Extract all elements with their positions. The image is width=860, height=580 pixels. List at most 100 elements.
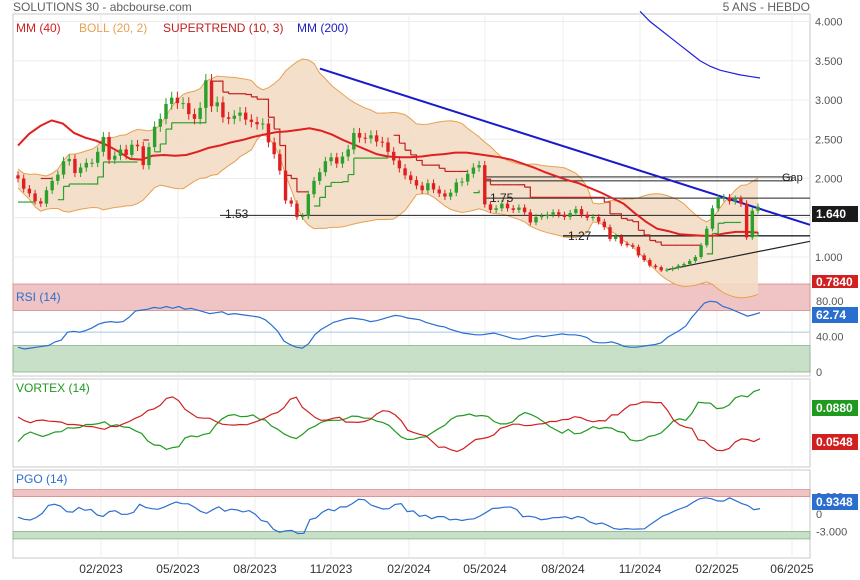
supertrend-segment bbox=[57, 186, 65, 201]
candle-down bbox=[295, 203, 299, 217]
candle-down bbox=[403, 168, 407, 176]
rsi-last-value: 62.74 bbox=[816, 308, 846, 322]
candle-up bbox=[426, 183, 430, 191]
level-label-175: 1.75 bbox=[490, 191, 514, 205]
candle-down bbox=[73, 158, 77, 174]
candle-down bbox=[363, 137, 367, 139]
candle-up bbox=[494, 208, 498, 210]
candle-up bbox=[44, 190, 49, 204]
vortex-neg-tag: 0.0548 bbox=[812, 434, 858, 450]
price-y-tick-label: 2.500 bbox=[815, 134, 843, 146]
candle-down bbox=[414, 180, 419, 186]
candle-down bbox=[374, 135, 379, 142]
candle-up bbox=[722, 197, 726, 199]
supertrend-segment bbox=[325, 182, 332, 187]
pgo-line bbox=[17, 497, 761, 535]
candle-up bbox=[306, 194, 311, 217]
vortex-negative-line bbox=[17, 396, 761, 453]
x-tick-label: 11/2024 bbox=[619, 562, 662, 576]
candle-up bbox=[300, 216, 305, 218]
candle-down bbox=[420, 185, 424, 191]
rsi-value-tag: 62.74 bbox=[812, 307, 858, 323]
candle-up bbox=[545, 214, 550, 217]
candle-up bbox=[67, 158, 71, 162]
candle-down bbox=[653, 265, 658, 268]
candle-up bbox=[130, 144, 134, 155]
candle-down bbox=[386, 142, 390, 152]
candle-up bbox=[591, 216, 595, 218]
candle-down bbox=[409, 175, 413, 181]
candle-up bbox=[90, 162, 94, 164]
candle-down bbox=[255, 121, 259, 125]
candle-up bbox=[181, 103, 185, 105]
candle-up bbox=[164, 103, 168, 119]
pgo-low-zone bbox=[12, 531, 811, 540]
candle-up bbox=[147, 147, 151, 166]
supertrend-segment bbox=[598, 196, 605, 203]
candle-up bbox=[352, 132, 356, 150]
candle-up bbox=[534, 216, 538, 223]
supertrend-segment bbox=[245, 93, 252, 97]
supertrend-segment bbox=[291, 177, 298, 192]
pgo-last-value: 0.9348 bbox=[816, 495, 853, 509]
candle-down bbox=[488, 204, 493, 210]
candle-up bbox=[733, 198, 737, 202]
supertrend-segment bbox=[718, 222, 725, 224]
candle-down bbox=[124, 149, 128, 155]
legend-boll: BOLL (20, 2) bbox=[79, 21, 147, 35]
candle-up bbox=[101, 136, 106, 152]
bollinger-fill bbox=[18, 59, 758, 298]
supertrend-segment bbox=[251, 96, 258, 100]
candle-up bbox=[56, 174, 60, 181]
candle-down bbox=[505, 203, 510, 209]
uptrend-line bbox=[668, 240, 811, 271]
candle-down bbox=[511, 208, 515, 210]
candlesticks bbox=[16, 73, 760, 272]
rsi-line bbox=[17, 300, 761, 350]
supertrend-segment bbox=[706, 233, 714, 255]
supertrend-segment bbox=[649, 239, 657, 243]
candle-up bbox=[84, 162, 89, 168]
candle-up bbox=[517, 207, 521, 210]
level-label-153: 1.53 bbox=[225, 207, 249, 221]
candle-up bbox=[158, 118, 163, 127]
candle-down bbox=[391, 151, 396, 161]
supertrend-segment bbox=[473, 190, 480, 194]
rsi-y-tick-label: 0 bbox=[816, 367, 822, 379]
supertrend-segment bbox=[604, 201, 611, 214]
supertrend-segment bbox=[416, 159, 423, 166]
candle-down bbox=[16, 175, 20, 179]
candle-down bbox=[483, 165, 487, 205]
lowest-price-value: 0.7840 bbox=[816, 275, 853, 289]
candle-up bbox=[61, 161, 66, 175]
candle-down bbox=[221, 102, 225, 118]
supertrend-segment bbox=[217, 80, 224, 93]
supertrend-segment bbox=[615, 213, 622, 219]
candle-up bbox=[152, 126, 157, 148]
horizontal-levels bbox=[220, 176, 810, 237]
supertrend-segment bbox=[638, 229, 645, 236]
vortex-pos-tag: 0.0880 bbox=[812, 400, 858, 416]
supertrend-segment bbox=[439, 167, 446, 172]
supertrend-segment bbox=[399, 142, 406, 151]
candle-up bbox=[204, 80, 208, 108]
candle-down bbox=[579, 209, 584, 215]
axis-ticks: 02/2023 05/2023 08/2023 11/2023 02/2024 05/20… bbox=[79, 17, 847, 577]
price-y-tick-label: 4.000 bbox=[815, 17, 843, 29]
candle-down bbox=[192, 114, 197, 119]
candle-down bbox=[266, 123, 271, 143]
candle-up bbox=[574, 209, 578, 214]
candle-down bbox=[357, 132, 362, 138]
rsi-oversold-zone bbox=[12, 345, 811, 373]
supertrend-segment bbox=[97, 162, 104, 178]
price-y-tick-label: 1.000 bbox=[815, 252, 843, 264]
pgo-value-tag: 0.9348 bbox=[812, 494, 858, 510]
candle-up bbox=[676, 265, 681, 268]
candle-down bbox=[744, 203, 749, 238]
supertrend-segment bbox=[484, 178, 492, 185]
supertrend-segment bbox=[405, 149, 412, 155]
candle-up bbox=[312, 180, 316, 195]
candle-down bbox=[21, 178, 26, 189]
x-tick-label: 05/2023 bbox=[156, 562, 200, 576]
